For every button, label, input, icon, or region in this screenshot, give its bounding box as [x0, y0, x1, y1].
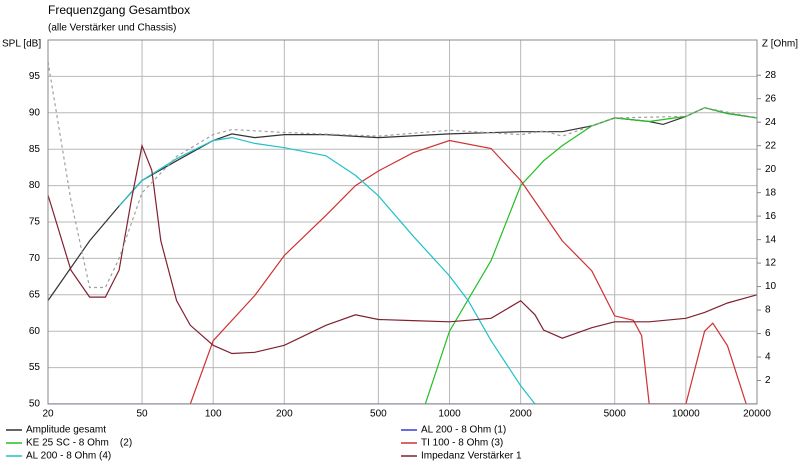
y-tick-label: 90	[29, 107, 41, 118]
x-tick-label: 20	[42, 409, 54, 420]
series-line	[48, 107, 757, 301]
y2-tick-label: 18	[765, 187, 777, 198]
legend-label: KE 25 SC - 8 Ohm (2)	[26, 438, 132, 449]
series-line	[118, 136, 536, 404]
x-tick-label: 500	[370, 409, 387, 420]
legend-label: AL 200 - 8 Ohm (1)	[421, 425, 506, 436]
y-axis-label: SPL [dB]	[2, 39, 41, 50]
y-tick-label: 80	[29, 180, 41, 191]
y2-axis-label: Z [Ohm]	[762, 39, 798, 50]
y2-tick-label: 26	[765, 93, 777, 104]
y-tick-label: 60	[29, 326, 41, 337]
y-tick-label: 75	[29, 217, 41, 228]
y-tick-label: 95	[29, 71, 41, 82]
series-line	[189, 139, 747, 404]
y2-tick-label: 22	[765, 140, 777, 151]
y2-tick-label: 20	[765, 164, 777, 175]
y-tick-label: 55	[29, 362, 41, 373]
x-tick-label: 2000	[510, 409, 533, 420]
legend-label: Amplitude gesamt	[26, 425, 106, 436]
y2-tick-label: 16	[765, 211, 777, 222]
y2-tick-label: 2	[765, 375, 771, 386]
x-tick-label: 10000	[672, 409, 700, 420]
y2-tick-label: 10	[765, 281, 777, 292]
x-tick-label: 200	[276, 409, 293, 420]
x-tick-label: 100	[205, 409, 222, 420]
y2-tick-label: 6	[765, 328, 771, 339]
legend-label: AL 200 - 8 Ohm (4)	[26, 451, 111, 462]
x-tick-label: 50	[136, 409, 148, 420]
y2-tick-label: 24	[765, 117, 777, 128]
chart-title: Frequenzgang Gesamtbox	[48, 3, 190, 17]
y2-tick-label: 4	[765, 352, 771, 363]
chart-subtitle: (alle Verstärker und Chassis)	[48, 23, 176, 34]
y-tick-label: 70	[29, 253, 41, 264]
y2-tick-label: 14	[765, 234, 777, 245]
legend: Amplitude gesamt AL 200 - 8 Ohm (1) KE 25 …	[6, 425, 522, 462]
y2-tick-label: 12	[765, 258, 777, 269]
x-tick-label: 1000	[438, 409, 461, 420]
series-line	[48, 61, 757, 289]
y-tick-label: 50	[29, 399, 41, 410]
series-line	[48, 143, 757, 355]
plot-frame	[47, 39, 758, 405]
legend-label: Impedanz Verstärker 1	[421, 451, 522, 462]
y-tick-label: 65	[29, 289, 41, 300]
x-tick-label: 20000	[743, 409, 771, 420]
x-tick-label: 5000	[604, 409, 627, 420]
plot-lines	[48, 61, 757, 404]
y2-tick-label: 28	[765, 70, 777, 81]
y2-tick-label: 8	[765, 305, 771, 316]
legend-label: TI 100 - 8 Ohm (3)	[421, 438, 503, 449]
y-tick-label: 85	[29, 144, 41, 155]
